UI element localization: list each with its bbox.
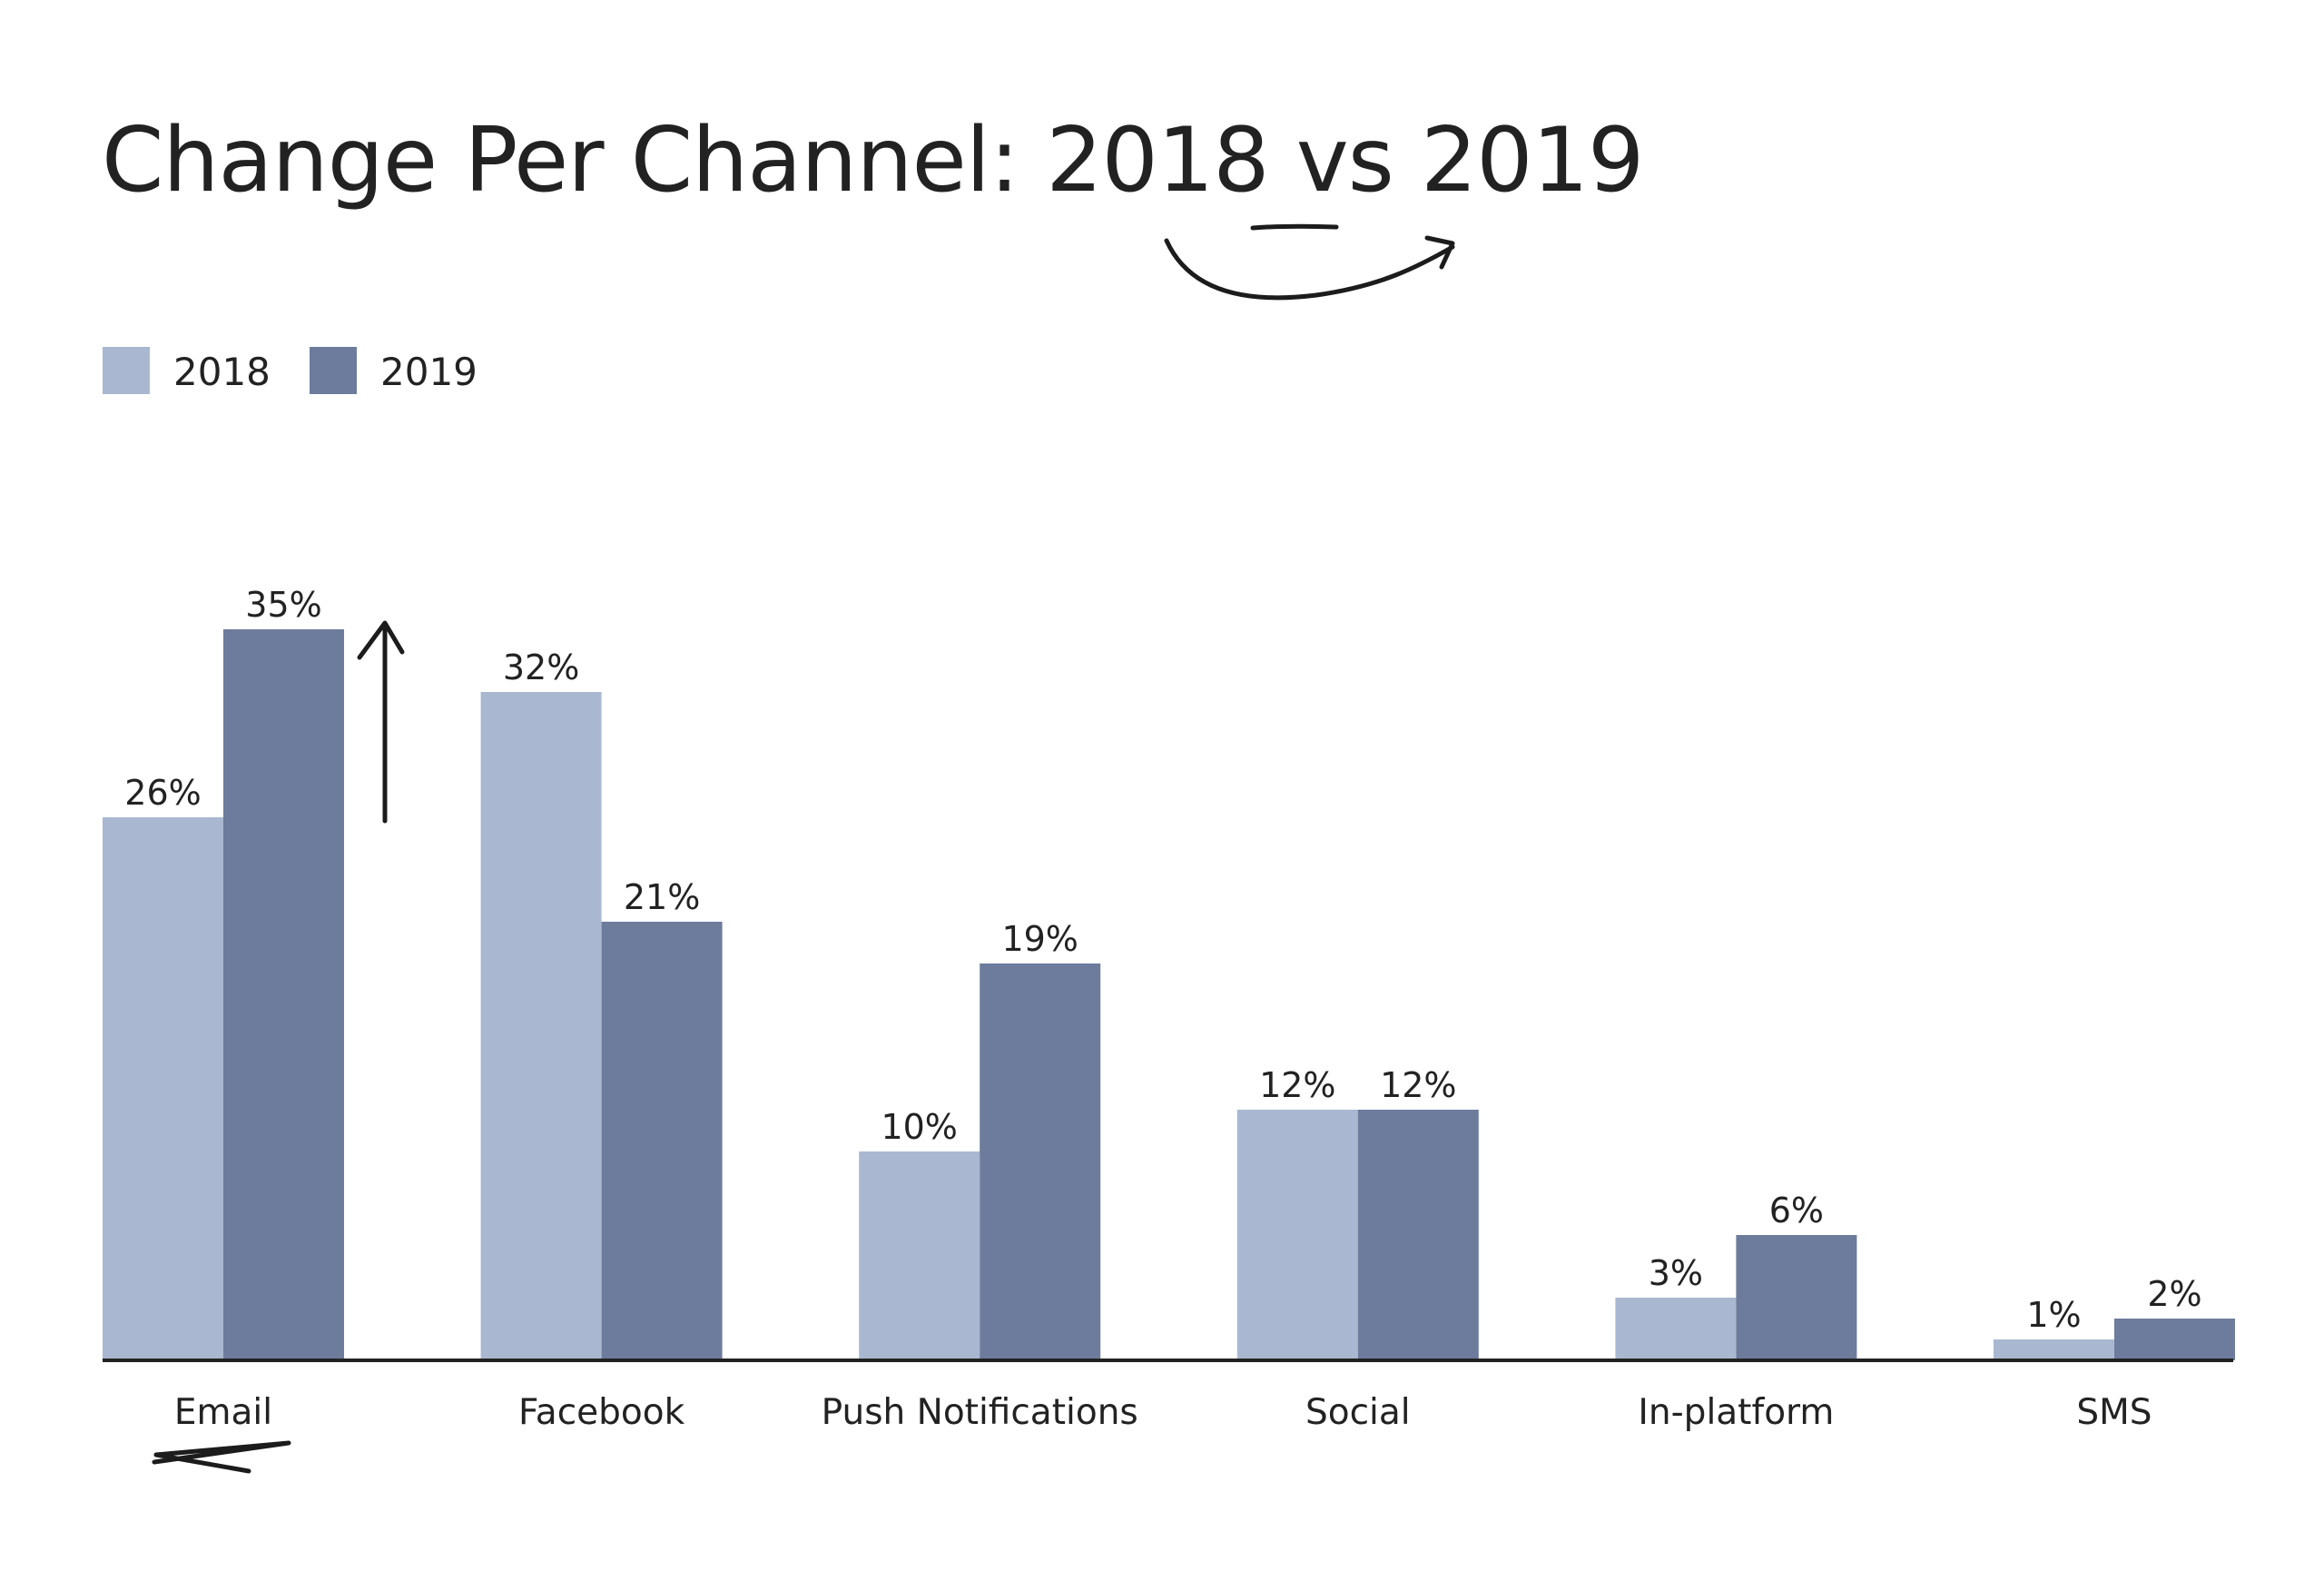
- underline-doodle: [1250, 223, 1339, 231]
- bar-facebook-2018: [480, 692, 602, 1360]
- bar-social-2019: [1357, 1110, 1479, 1360]
- value-label-push-notifications-2019: 19%: [1001, 919, 1078, 959]
- bar-facebook-2019: [601, 922, 723, 1360]
- bar-in-platform-2018: [1615, 1298, 1737, 1360]
- legend-swatch-2019: [310, 347, 357, 394]
- legend-swatch-2018: [103, 347, 150, 394]
- value-label-social-2018: 12%: [1259, 1065, 1335, 1105]
- chart-title: Change Per Channel: 2018 vs 2019: [102, 109, 1644, 212]
- curved-arrow-doodle: [1164, 238, 1455, 301]
- bar-social-2018: [1236, 1110, 1358, 1360]
- curved-arrow-head-icon: [1424, 235, 1455, 270]
- legend-label-2019: 2019: [380, 350, 478, 394]
- bar-email-2019: [223, 629, 344, 1360]
- value-label-social-2019: 12%: [1380, 1065, 1456, 1105]
- value-label-push-notifications-2018: 10%: [881, 1107, 957, 1147]
- tick-label-social: Social: [1305, 1392, 1411, 1433]
- value-label-facebook-2019: 21%: [624, 877, 700, 917]
- value-label-email-2019: 35%: [245, 585, 321, 625]
- value-label-facebook-2018: 32%: [503, 647, 579, 687]
- legend: 2018 2019: [103, 347, 478, 394]
- up-arrow-head-icon: [357, 620, 405, 660]
- bar-push-notifications-2019: [980, 963, 1101, 1360]
- tick-label-email: Email: [174, 1392, 272, 1433]
- value-labels-layer: 26% 35% 32% 21% 10% 19% 12% 12% 3% 6% 1% 2%: [124, 585, 2201, 1335]
- x-axis-ticks: Email Facebook Push Notifications Social In-…: [174, 1392, 2152, 1433]
- scribble-doodle: [152, 1440, 291, 1474]
- value-label-sms-2019: 2%: [2147, 1274, 2201, 1314]
- tick-label-push-notifications: Push Notifications: [822, 1392, 1138, 1433]
- bar-in-platform-2019: [1736, 1235, 1857, 1360]
- value-label-in-platform-2018: 3%: [1649, 1253, 1703, 1293]
- value-label-in-platform-2019: 6%: [1769, 1191, 1824, 1230]
- bar-email-2018: [103, 817, 223, 1360]
- bar-sms-2019: [2114, 1319, 2235, 1360]
- bars-layer: [103, 629, 2235, 1360]
- tick-label-sms: SMS: [2076, 1392, 2152, 1433]
- value-label-email-2018: 26%: [124, 773, 201, 813]
- tick-label-in-platform: In-platform: [1638, 1392, 1834, 1433]
- bar-sms-2018: [1994, 1339, 2114, 1360]
- tick-label-facebook: Facebook: [518, 1392, 685, 1433]
- bar-push-notifications-2018: [859, 1151, 980, 1360]
- legend-label-2018: 2018: [173, 350, 271, 394]
- value-label-sms-2018: 1%: [2026, 1295, 2081, 1335]
